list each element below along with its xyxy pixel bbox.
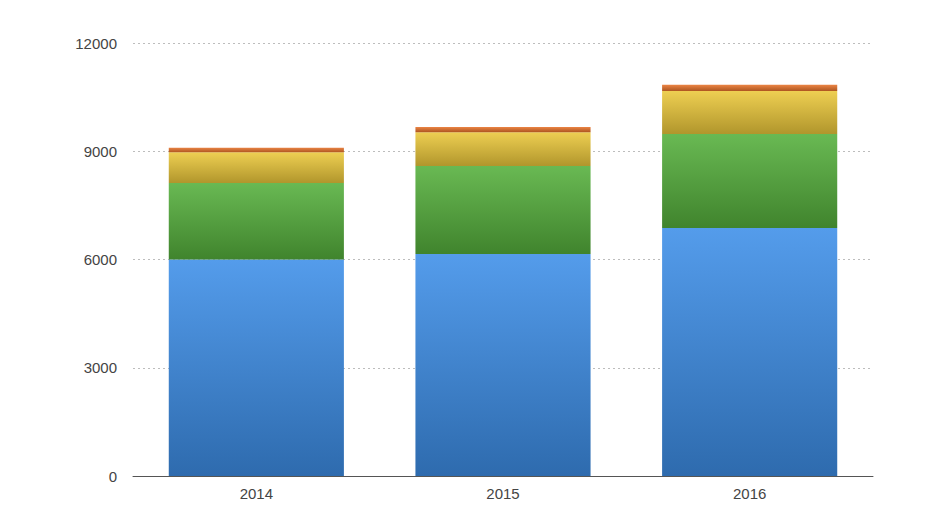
svg-text:0: 0 <box>109 468 117 485</box>
svg-text:2015: 2015 <box>486 485 519 502</box>
svg-text:3000: 3000 <box>84 359 117 376</box>
svg-text:2014: 2014 <box>240 485 273 502</box>
svg-text:6000: 6000 <box>84 251 117 268</box>
svg-text:2016: 2016 <box>733 485 766 502</box>
svg-text:12000: 12000 <box>75 35 117 52</box>
svg-text:9000: 9000 <box>84 143 117 160</box>
